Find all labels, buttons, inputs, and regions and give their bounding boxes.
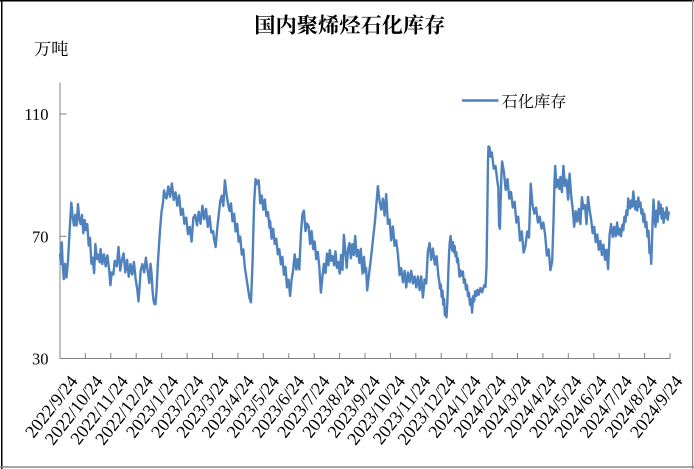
svg-text:30: 30 [32, 350, 49, 369]
svg-text:70: 70 [32, 227, 49, 246]
svg-text:110: 110 [24, 105, 48, 124]
